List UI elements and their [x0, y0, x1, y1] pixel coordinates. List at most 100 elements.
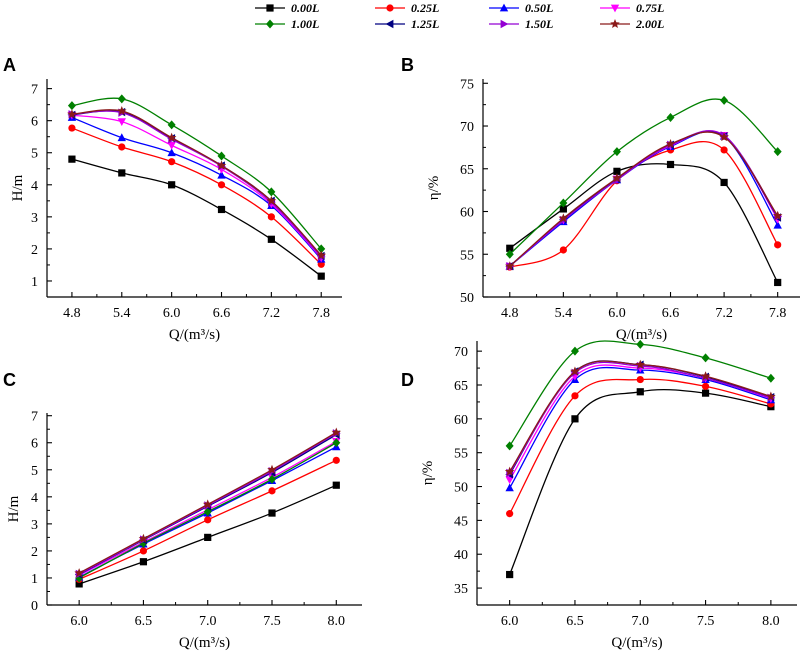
y-tick-label: 1 [31, 275, 38, 290]
x-tick-label: 7.0 [199, 614, 217, 629]
data-point [774, 278, 782, 287]
x-tick-label: 7.0 [632, 614, 650, 629]
y-tick-label: 65 [454, 379, 468, 394]
data-point [505, 249, 514, 259]
x-tick-label: 7.2 [715, 306, 733, 321]
y-tick-label: 35 [454, 582, 468, 597]
legend-label: 0.50L [525, 1, 553, 15]
data-point [204, 533, 212, 541]
series-line [509, 378, 772, 514]
panel-c: C 6.0 6.5 7.0 7.5 8.0 0 1 2 3 4 5 6 7 Q/(m³/s) H/m [3, 370, 362, 651]
data-point [167, 120, 176, 130]
data-point [317, 272, 325, 280]
data-point [267, 187, 276, 197]
data-point [332, 481, 340, 489]
x-tick-label: 6.0 [501, 614, 519, 629]
legend-item: 0.50L [489, 1, 553, 15]
legend-label: 2.00L [635, 17, 664, 31]
series-line [509, 130, 779, 267]
data-point [559, 198, 568, 208]
legend-marker [266, 19, 274, 29]
data-point [635, 359, 646, 369]
legend-label: 0.00L [291, 1, 319, 15]
data-point [772, 210, 783, 220]
data-point [168, 158, 176, 166]
y-tick-label: 55 [454, 447, 468, 462]
data-point [117, 118, 126, 127]
series-line [509, 163, 779, 283]
data-point [701, 353, 710, 363]
data-point [202, 499, 213, 509]
y-tick-label: 7 [31, 410, 38, 425]
y-tick-label: 5 [31, 464, 38, 479]
y-tick-label: 5 [31, 147, 38, 162]
x-tick-label: 7.8 [312, 306, 330, 321]
data-point [117, 133, 126, 142]
series-line [509, 98, 779, 255]
legend-marker [266, 4, 274, 12]
panel-letter: C [3, 370, 16, 390]
x-tick-label: 8.0 [762, 614, 780, 629]
series-0-25L [68, 124, 325, 268]
y-axis-label: η/% [420, 461, 436, 486]
series-1-00L [75, 438, 341, 583]
y-tick-label: 70 [454, 345, 468, 360]
x-axis-label: Q/(m³/s) [611, 635, 662, 651]
data-point [139, 558, 148, 566]
data-point [332, 456, 340, 464]
y-tick-label: 3 [31, 518, 38, 533]
panel-letter: B [401, 55, 414, 75]
panel-letter: A [3, 55, 16, 75]
data-point [166, 132, 177, 142]
data-point [559, 246, 567, 254]
data-point [204, 516, 212, 524]
data-point [267, 464, 277, 474]
data-point [316, 250, 326, 260]
x-tick-label: 6.0 [608, 306, 626, 321]
legend-label: 0.25L [411, 1, 439, 15]
x-tick-label: 5.4 [555, 306, 573, 321]
series-0-25L [506, 375, 775, 518]
data-point [766, 391, 776, 401]
data-point [68, 124, 76, 132]
series-line [71, 97, 322, 250]
legend-marker [610, 4, 620, 13]
series-1-50L [506, 130, 783, 271]
x-tick-label: 6.5 [135, 614, 153, 629]
data-point [267, 213, 275, 221]
series-0-75L [505, 130, 782, 271]
data-point [570, 366, 580, 376]
x-tick-label: 6.0 [163, 306, 181, 321]
data-point [117, 106, 127, 116]
data-point [331, 427, 342, 437]
series-0-00L [506, 388, 775, 579]
data-point [268, 487, 276, 495]
y-tick-label: 3 [31, 211, 38, 226]
data-point [68, 155, 76, 163]
series-1-00L [505, 95, 782, 259]
series-0-00L [506, 160, 782, 287]
x-tick-label: 8.0 [328, 614, 346, 629]
data-point [720, 146, 728, 154]
legend-item: 0.00L [255, 1, 319, 15]
y-tick-label: 70 [460, 120, 474, 135]
legend-item: 2.00L [600, 17, 664, 31]
y-tick-label: 2 [31, 243, 38, 258]
data-point [217, 151, 226, 161]
data-point [612, 173, 622, 183]
data-point [74, 568, 84, 578]
data-point [266, 195, 277, 205]
data-point [701, 389, 710, 397]
data-point [117, 94, 126, 104]
data-point [505, 476, 514, 485]
legend-item: 0.25L [375, 1, 439, 15]
data-point [267, 235, 275, 243]
panel-b: B 4.8 5.4 6.0 6.6 7.2 7.8 50 55 60 65 70 75 Q/(m³/s) η… [401, 55, 800, 343]
series-0-25L [75, 456, 340, 583]
legend-marker [610, 19, 620, 29]
legend-item: 0.75L [600, 1, 664, 15]
series-1-00L [505, 339, 775, 451]
y-axis-label: η/% [426, 176, 442, 201]
